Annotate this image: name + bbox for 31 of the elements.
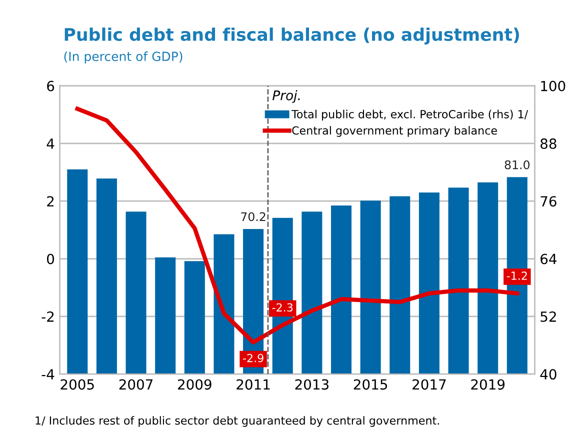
ref-line-label: Proj. xyxy=(272,90,300,103)
y2-tick-label: 100 xyxy=(541,80,566,92)
y2-tick-label: 40 xyxy=(540,369,556,380)
chart-title: Public debt and fiscal balance (no adjustment) xyxy=(64,28,519,44)
y2-tick-label: 52 xyxy=(540,311,556,322)
x-tick-label: 2009 xyxy=(178,379,212,390)
y2-tick-label: 88 xyxy=(540,138,556,149)
data-label: 81.0 xyxy=(504,160,530,170)
x-tick-label: 2019 xyxy=(471,379,505,390)
y-tick-label: -4 xyxy=(42,369,54,380)
text: 1/ Includes rest of public sector debt guaranteed by central government. xyxy=(36,416,439,427)
x-tick-label: 2017 xyxy=(412,379,446,390)
data-label: 70.2 xyxy=(241,212,266,222)
y-tick-label: 2 xyxy=(47,196,54,206)
x-tick-label: 2007 xyxy=(119,379,153,390)
x-tick-label: 2013 xyxy=(295,379,328,390)
x-tick-label: 2005 xyxy=(60,379,94,390)
y-tick-label: 0 xyxy=(47,254,54,264)
data-label: -2.9 xyxy=(243,354,264,362)
y2-tick-label: 64 xyxy=(540,254,557,264)
y-tick-label: -2 xyxy=(42,311,54,322)
y2-tick-label: 76 xyxy=(540,196,556,207)
data-label: -1.2 xyxy=(506,272,527,280)
y-tick-label: 6 xyxy=(47,80,54,92)
x-tick-label: 2011 xyxy=(236,379,270,390)
legend-label: Central government primary balance xyxy=(292,126,497,137)
chart-subtitle: (In percent of GDP) xyxy=(64,51,182,64)
x-tick-label: 2015 xyxy=(354,379,388,390)
y-tick-label: 4 xyxy=(46,138,54,149)
legend-label: Total public debt, excl. PetroCaribe (rhs) 1/ xyxy=(291,110,528,121)
data-label: -2.3 xyxy=(272,303,293,312)
